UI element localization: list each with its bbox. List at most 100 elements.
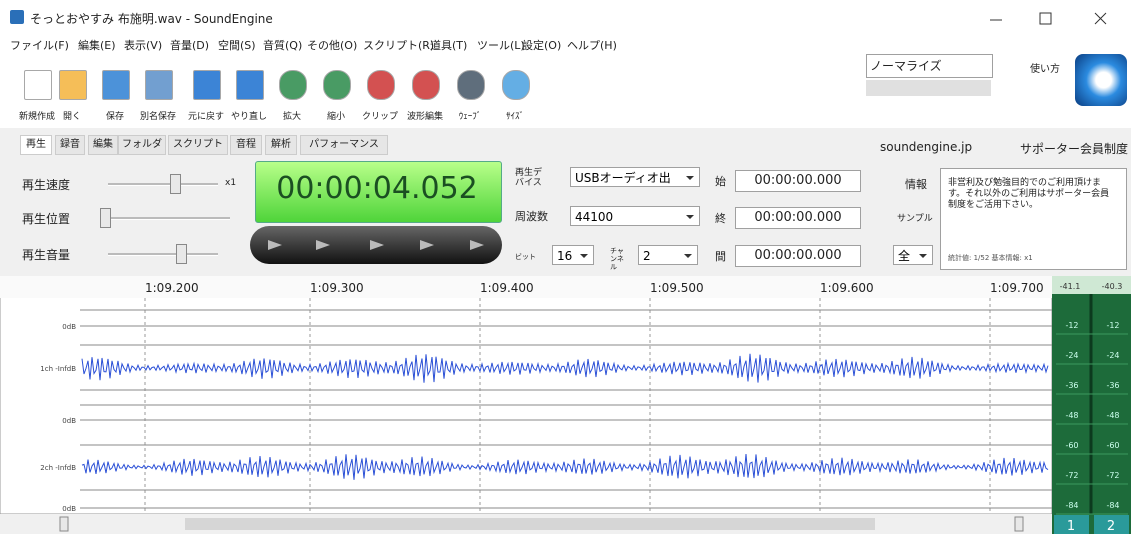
tab[interactable]: 音程 bbox=[230, 135, 262, 155]
toolbar-label[interactable]: 拡大 bbox=[282, 112, 302, 122]
time-field[interactable]: 00:00:00.000 bbox=[735, 245, 861, 267]
maximize[interactable] bbox=[1039, 12, 1052, 25]
tab[interactable]: スクリプト bbox=[168, 135, 228, 155]
toolbar-icon[interactable] bbox=[193, 70, 221, 100]
toolbar-label[interactable]: ｳｪｰﾌﾞ bbox=[458, 112, 482, 122]
menu-item[interactable]: 道具(T) bbox=[430, 39, 468, 52]
help-icon[interactable] bbox=[1075, 54, 1127, 106]
toolbar-icon[interactable] bbox=[102, 70, 130, 100]
meter-scale: -60 bbox=[1065, 441, 1078, 450]
wave-area: 1:09.200 1:09.300 1:09.400 1:09.500 1:09.600… bbox=[0, 276, 1131, 534]
toolbar-icon[interactable] bbox=[24, 70, 52, 100]
transport-button[interactable] bbox=[470, 240, 484, 250]
slider[interactable] bbox=[108, 253, 218, 256]
label: 間 bbox=[715, 250, 726, 263]
menu-item[interactable]: 表示(V) bbox=[124, 39, 163, 52]
ruler bbox=[0, 276, 1052, 298]
transport-button[interactable] bbox=[316, 240, 330, 250]
toolbar-label[interactable]: 縮小 bbox=[326, 112, 346, 122]
progress bbox=[866, 80, 991, 96]
info-text: 非営利及び勉強目的でのご利用頂けます。それ以外のご利用はサポーター会員制度をご活… bbox=[948, 178, 1110, 210]
wave-bg bbox=[0, 276, 1053, 515]
transport-button[interactable] bbox=[268, 240, 282, 250]
toolbar-label[interactable]: 新規作成 bbox=[18, 112, 56, 122]
time-field[interactable]: 00:00:00.000 bbox=[735, 170, 861, 192]
effect-box[interactable] bbox=[866, 54, 993, 78]
toolbar-icon[interactable] bbox=[279, 70, 307, 100]
effect-name: ノーマライズ bbox=[870, 59, 942, 73]
label: 周波数 bbox=[515, 210, 548, 223]
label: x1 bbox=[225, 178, 237, 188]
combo[interactable]: 全 bbox=[893, 245, 933, 265]
toolbar-label[interactable]: ｻｲｽﾞ bbox=[505, 112, 525, 122]
menu-item[interactable]: スクリプト(R) bbox=[363, 39, 435, 52]
meter-scale: -12 bbox=[1106, 321, 1119, 330]
menu-item[interactable]: その他(O) bbox=[307, 39, 358, 52]
toolbar-label[interactable]: やり直し bbox=[230, 112, 268, 122]
track-label: 1ch -InfdB bbox=[40, 365, 76, 373]
zoom-thumb bbox=[59, 516, 69, 532]
toolbar-icon[interactable] bbox=[457, 70, 485, 100]
toolbar-icon[interactable] bbox=[323, 70, 351, 100]
tab[interactable]: フォルダ bbox=[118, 135, 166, 155]
toolbar-label[interactable]: 波形編集 bbox=[406, 112, 444, 122]
menu-item[interactable]: 音質(Q) bbox=[263, 39, 303, 52]
waveform bbox=[81, 353, 1049, 383]
slider-thumb[interactable] bbox=[100, 208, 111, 228]
label: 終 bbox=[715, 212, 726, 225]
time-field[interactable]: 00:00:00.000 bbox=[735, 207, 861, 229]
link[interactable]: soundengine.jp bbox=[880, 140, 973, 154]
link[interactable]: サポーター会員制度 bbox=[1020, 142, 1129, 156]
slider[interactable] bbox=[100, 217, 230, 220]
window-title: そっとおやすみ 布施明.wav - SoundEngine bbox=[30, 12, 273, 26]
menu-item[interactable]: 設定(O) bbox=[522, 39, 562, 52]
toolbar-label[interactable]: 保存 bbox=[105, 112, 125, 122]
label: 始 bbox=[715, 175, 726, 188]
toolbar-icon[interactable] bbox=[236, 70, 264, 100]
toolbar-icon[interactable] bbox=[59, 70, 87, 100]
toolbar-icon[interactable] bbox=[502, 70, 530, 100]
transport-button[interactable] bbox=[420, 240, 434, 250]
close[interactable] bbox=[1094, 12, 1107, 25]
toolbar-label[interactable]: クリップ bbox=[361, 112, 399, 122]
help-label[interactable]: 使い方 bbox=[1030, 64, 1060, 75]
slider-thumb[interactable] bbox=[176, 244, 187, 264]
ruler-label: 1:09.500 bbox=[650, 281, 704, 295]
toolbar-label[interactable]: 別名保存 bbox=[139, 112, 177, 122]
tab[interactable]: 再生 bbox=[20, 135, 52, 155]
combo[interactable]: 16 bbox=[552, 245, 594, 265]
tab[interactable]: パフォーマンス bbox=[300, 135, 388, 155]
toolbar-label[interactable]: 元に戻す bbox=[187, 112, 225, 122]
combo[interactable]: 44100 bbox=[570, 206, 700, 226]
transport-button[interactable] bbox=[370, 240, 384, 250]
tab[interactable]: 解析 bbox=[265, 135, 297, 155]
menu-item[interactable]: 音量(D) bbox=[170, 39, 210, 52]
tab[interactable]: 編集 bbox=[88, 135, 118, 155]
slider[interactable] bbox=[108, 183, 218, 186]
menu-item[interactable]: ファイル(F) bbox=[10, 39, 69, 52]
ruler-label: 1:09.300 bbox=[310, 281, 364, 295]
menu-item[interactable]: 編集(E) bbox=[78, 39, 116, 52]
toolbar-icon[interactable] bbox=[367, 70, 395, 100]
info-box bbox=[940, 168, 1127, 270]
meter-top bbox=[1052, 276, 1131, 294]
scroll-thumb bbox=[185, 518, 875, 530]
combo[interactable]: USBオーディオ出 bbox=[570, 167, 700, 187]
meter-channel-label: 2 bbox=[1107, 519, 1115, 534]
menu-item[interactable]: ツール(L) bbox=[477, 39, 525, 52]
toolbar-icon[interactable] bbox=[145, 70, 173, 100]
tab[interactable]: 録音 bbox=[55, 135, 85, 155]
toolbar-icon[interactable] bbox=[412, 70, 440, 100]
ruler-label: 1:09.700 bbox=[990, 281, 1044, 295]
label: サンプル bbox=[897, 214, 933, 224]
label: 再生位置 bbox=[22, 212, 71, 226]
menu-item[interactable]: ヘルプ(H) bbox=[567, 39, 617, 52]
menu-item[interactable]: 空間(S) bbox=[218, 39, 256, 52]
toolbar-label[interactable]: 開く bbox=[62, 112, 82, 122]
slider-thumb[interactable] bbox=[170, 174, 181, 194]
label: チャンネル bbox=[610, 247, 624, 271]
label: 再生速度 bbox=[22, 178, 71, 192]
window-controls[interactable] bbox=[980, 6, 1130, 30]
combo[interactable]: 2 bbox=[638, 245, 698, 265]
meter-channel bbox=[1054, 515, 1089, 534]
